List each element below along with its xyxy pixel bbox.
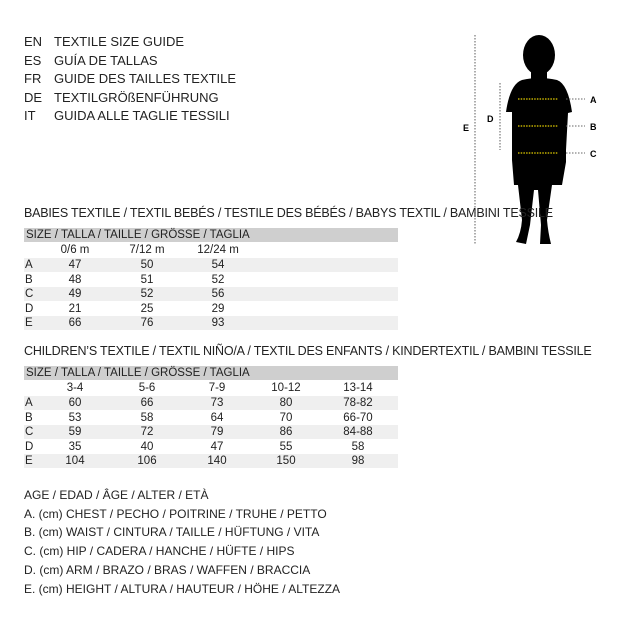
- column-header: 10-12: [271, 382, 301, 394]
- language-guide-title: GUIDE DES TAILLES TEXTILE: [54, 71, 237, 86]
- table-cell: 93: [211, 317, 225, 330]
- table-cell: 140: [207, 455, 227, 468]
- language-code: DE: [24, 89, 43, 105]
- row-label: E: [25, 317, 33, 330]
- size-header: SIZE / TALLA / TAILLE / GRÖSSE / TAGLIA: [26, 367, 250, 379]
- table-cell: 86: [279, 426, 293, 439]
- table-cell: 66-70: [343, 411, 373, 424]
- children-section-title: CHILDREN’S TEXTILE / TEXTIL NIÑO/A / TEX…: [24, 344, 592, 358]
- table-cell: 56: [211, 288, 225, 301]
- column-header: 0/6 m: [60, 244, 90, 256]
- label-b: B: [590, 122, 597, 132]
- language-code: FR: [24, 71, 42, 86]
- column-header: 3-4: [66, 382, 84, 394]
- table-cell: 47: [68, 259, 82, 271]
- child-measurement-figure: E D A B C: [463, 35, 597, 245]
- label-a: A: [590, 95, 597, 105]
- table-row: C 59 72 79 86 84-88: [24, 425, 398, 440]
- table-cell: 48: [68, 273, 82, 286]
- table-cell: 60: [68, 397, 82, 409]
- language-guide-title: TEXTILE SIZE GUIDE: [54, 34, 185, 49]
- table-cell: 54: [211, 259, 225, 271]
- table-cell: 73: [210, 397, 224, 409]
- table-cell: 64: [210, 411, 224, 424]
- row-label: D: [25, 302, 34, 315]
- legend-line: C. (cm) HIP / CADERA / HANCHE / HÜFTE / …: [24, 544, 295, 559]
- row-label: E: [25, 455, 33, 468]
- table-row: D 21 25 29: [24, 302, 398, 316]
- table-row: C 49 52 56: [24, 287, 398, 302]
- table-cell: 40: [140, 440, 154, 453]
- table-cell: 59: [68, 426, 82, 439]
- label-d: D: [487, 114, 494, 124]
- size-header-bar: SIZE / TALLA / TAILLE / GRÖSSE / TAGLIA: [24, 228, 398, 242]
- table-cell: 70: [279, 411, 293, 424]
- row-label: A: [25, 259, 33, 271]
- column-header: 12/24 m: [197, 244, 239, 256]
- row-label: A: [25, 397, 33, 409]
- table-row: A 60 66 73 80 78-82: [24, 396, 398, 410]
- table-cell: 72: [140, 426, 154, 439]
- table-cell: 104: [65, 455, 85, 468]
- table-cell: 52: [211, 273, 225, 286]
- language-code: IT: [24, 108, 36, 123]
- child-silhouette: [506, 35, 572, 244]
- row-label: C: [25, 426, 34, 439]
- label-e: E: [463, 123, 469, 133]
- table-cell: 58: [140, 411, 154, 424]
- table-cell: 58: [351, 440, 365, 453]
- table-cell: 52: [140, 288, 154, 301]
- table-row: D 35 40 47 55 58: [24, 440, 398, 454]
- table-cell: 49: [68, 288, 82, 301]
- size-header-bar: SIZE / TALLA / TAILLE / GRÖSSE / TAGLIA: [24, 366, 398, 380]
- column-header: 5-6: [138, 382, 156, 394]
- row-label: B: [25, 273, 33, 286]
- column-header: 7/12 m: [129, 244, 165, 256]
- table-cell: 47: [210, 440, 224, 453]
- table-cell: 53: [68, 411, 82, 424]
- babies-section-title: BABIES TEXTILE / TEXTIL BEBÉS / TESTILE …: [24, 206, 553, 220]
- table-cell: 51: [140, 273, 154, 286]
- legend-line: B. (cm) WAIST / CINTURA / TAILLE / HÜFTU…: [24, 525, 320, 540]
- legend-line: E. (cm) HEIGHT / ALTURA / HAUTEUR / HÖHE…: [24, 581, 341, 596]
- legend-line: A. (cm) CHEST / PECHO / POITRINE / TRUHE…: [24, 506, 327, 521]
- row-label: C: [25, 288, 34, 301]
- table-row: E 66 76 93: [24, 316, 398, 331]
- language-guide-title: GUIDA ALLE TAGLIE TESSILI: [54, 108, 230, 123]
- table-cell: 98: [351, 455, 365, 468]
- table-cell: 29: [211, 302, 225, 315]
- table-row: A 47 50 54: [24, 258, 398, 272]
- table-cell: 25: [140, 302, 154, 315]
- row-label: D: [25, 440, 34, 453]
- table-cell: 84-88: [343, 426, 373, 439]
- legend-line: AGE / EDAD / ÂGE / ALTER / ETÀ: [24, 488, 209, 502]
- table-cell: 78-82: [343, 397, 373, 409]
- table-cell: 66: [68, 317, 82, 330]
- table-cell: 79: [210, 426, 224, 439]
- column-header-row: 0/6 m 7/12 m 12/24 m: [24, 243, 398, 257]
- table-cell: 21: [68, 302, 82, 315]
- table-cell: 150: [276, 455, 296, 468]
- table-cell: 35: [68, 440, 82, 453]
- table-row: B 53 58 64 70 66-70: [24, 411, 398, 425]
- table-cell: 80: [279, 397, 293, 409]
- row-label: B: [25, 411, 33, 424]
- language-code: EN: [24, 34, 43, 49]
- column-header: 13-14: [343, 382, 373, 394]
- label-c: C: [590, 149, 597, 159]
- size-header: SIZE / TALLA / TAILLE / GRÖSSE / TAGLIA: [26, 229, 250, 241]
- table-cell: 55: [279, 440, 293, 453]
- column-header: 7-9: [208, 382, 226, 394]
- language-guide-title: TEXTILGRÖßENFÜHRUNG: [54, 89, 219, 105]
- table-row: E 104 106 140 150 98: [24, 454, 398, 469]
- table-cell: 66: [140, 397, 154, 409]
- column-header-row: 3-4 5-6 7-9 10-12 13-14: [24, 381, 398, 395]
- table-cell: 106: [137, 455, 157, 468]
- table-cell: 50: [140, 259, 154, 271]
- language-code: ES: [24, 52, 42, 68]
- table-cell: 76: [140, 317, 154, 330]
- legend-line: D. (cm) ARM / BRAZO / BRAS / WAFFEN / BR…: [24, 562, 311, 577]
- table-row: B 48 51 52: [24, 273, 398, 287]
- language-guide-title: GUÍA DE TALLAS: [54, 52, 158, 68]
